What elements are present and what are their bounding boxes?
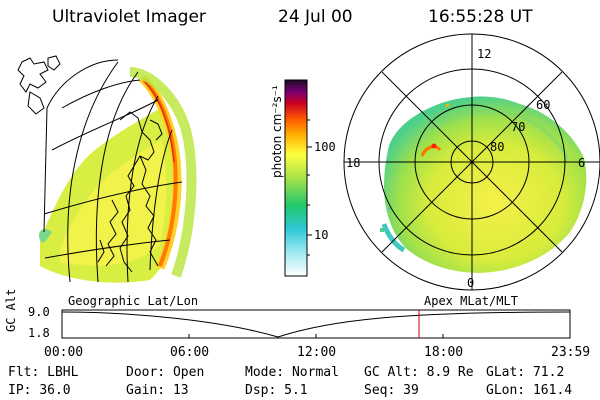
geographic-image [17,55,197,283]
param-flt: Flt: LBHL [8,365,79,380]
altitude-timeline [61,309,571,339]
param-seq: Seq: 39 [364,383,419,398]
param-door: Door: Open [126,365,205,380]
colorbar [284,79,312,277]
timeline-tick-0: 00:00 [44,345,84,360]
date-label: 24 Jul 00 [278,7,353,27]
param-glat: GLat: 71.2 [486,365,565,380]
timeline-ylabel: GC Alt [4,288,18,332]
timeline-tick-3: 18:00 [424,345,464,360]
param-gain: Gain: 13 [126,383,189,398]
timeline-tick-4: 23:59 [551,345,591,360]
timeline-tick-2: 12:00 [297,345,337,360]
param-dsp: Dsp: 5.1 [245,383,308,398]
lat-label-60: 60 [536,98,551,112]
timeline-y-bottom: 1.8 [28,326,50,340]
param-ip: IP: 36.0 [8,383,71,398]
colorbar-tick-100: 100 [314,140,336,154]
right-panel-caption: Apex MLat/MLT [424,294,518,308]
param-glon: GLon: 161.4 [486,383,573,398]
app-title: Ultraviolet Imager [52,7,206,27]
colorbar-tick-10: 10 [314,228,329,242]
mlt-label-0: 0 [467,276,475,290]
colorbar-unit-label: photon cm⁻²s⁻¹ [270,85,284,178]
timeline-y-top: 9.0 [28,305,50,319]
lat-label-70: 70 [511,120,526,134]
mlt-label-6: 6 [578,156,586,170]
param-gc-alt: GC Alt: 8.9 Re [364,365,474,380]
timeline-tick-1: 06:00 [170,345,210,360]
mlt-label-12: 12 [477,47,492,61]
time-label: 16:55:28 UT [428,7,533,27]
left-panel-caption: Geographic Lat/Lon [68,294,199,308]
polar-plot [343,33,600,291]
lat-label-80: 80 [490,140,505,154]
param-mode: Mode: Normal [245,365,339,380]
mlt-label-18: 18 [346,156,361,170]
